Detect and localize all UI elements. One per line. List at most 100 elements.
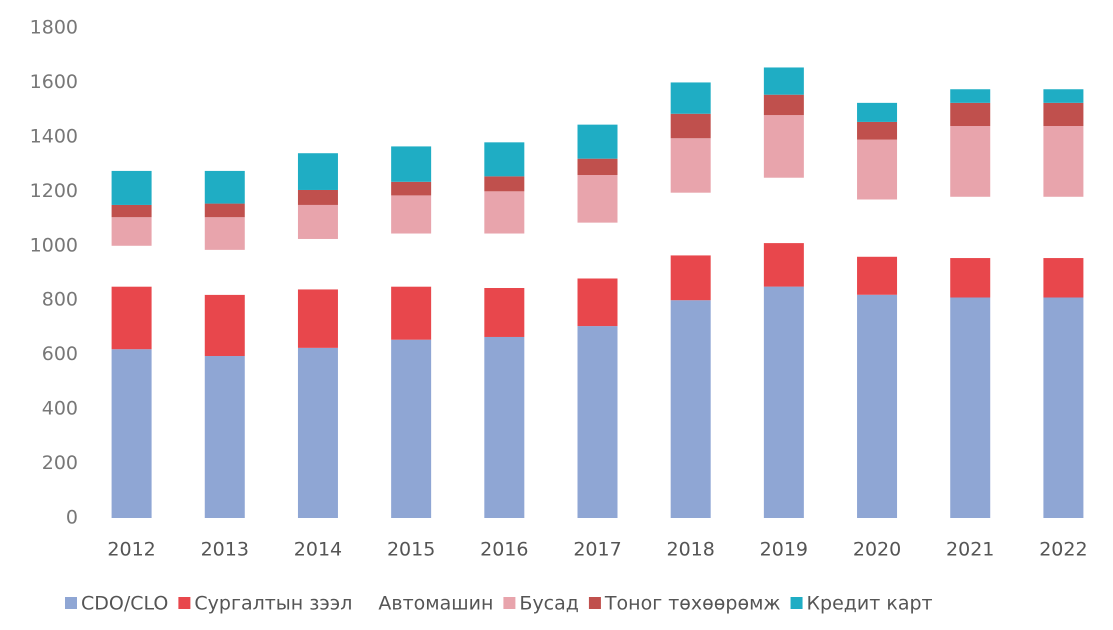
bar-segment [204,294,245,357]
legend-swatch [790,597,803,609]
bar-segment [577,175,618,223]
bar-segment [1043,196,1084,259]
bar-segment [111,170,152,205]
bar-segment [111,217,152,246]
bar-segment [950,297,991,518]
bar-segment [391,233,432,287]
bar-segment [577,158,618,175]
y-tick-label: 200 [42,452,78,474]
bar-segment [297,153,338,190]
bar-segment [950,126,991,197]
bar-segment [670,82,711,114]
bar-segment [204,170,245,204]
x-tick-label: 2021 [946,539,994,561]
x-tick-label: 2020 [853,539,901,561]
legend-label: CDO/CLO [81,593,168,615]
bar-segment [857,121,898,140]
x-tick-label: 2013 [201,539,249,561]
bar-segment [391,286,432,340]
bar-segment [391,146,432,182]
bar-segment [1043,102,1084,126]
legend-label: Кредит карт [807,593,933,615]
bar-segment [1043,126,1084,197]
bar-segment [297,347,338,518]
bar-segment [670,192,711,256]
y-tick-label: 1800 [30,17,78,39]
bar-segment [391,339,432,518]
x-tick-label: 2019 [760,539,808,561]
bar-segment [297,189,338,205]
bar-segment [670,113,711,139]
x-tick-label: 2014 [294,539,342,561]
bar-segment [950,89,991,103]
x-tick-label: 2022 [1039,539,1087,561]
y-tick-label: 0 [66,507,78,529]
bar-segment [857,102,898,122]
bar-segment [391,181,432,196]
bar-segment [1043,297,1084,518]
bar-segment [484,191,525,234]
x-tick-label: 2012 [107,539,155,561]
y-tick-label: 1600 [30,71,78,93]
x-tick-label: 2016 [480,539,528,561]
bar-segment [204,356,245,518]
legend-swatch [362,597,375,609]
legend-label: Сургалтын зээл [194,593,352,615]
y-tick-label: 800 [42,289,78,311]
bar-segment [763,94,804,116]
bar-segment [297,204,338,239]
bar-segment [484,336,525,518]
x-tick-label: 2015 [387,539,435,561]
bar-segment [484,176,525,192]
bar-segment [1043,89,1084,103]
bar-segment [111,204,152,218]
legend-swatch [588,597,601,609]
bar-segment [204,249,245,295]
bar-segment [763,286,804,518]
legend-label: Автомашин [378,593,493,615]
x-tick-label: 2018 [667,539,715,561]
y-tick-label: 600 [42,343,78,365]
bar-segment [670,255,711,301]
legend-swatch [65,597,77,609]
bar-segment [111,245,152,287]
bar-segment [857,139,898,200]
bar-segment [577,222,618,279]
bar-segment [484,233,525,288]
bar-segment [950,258,991,298]
bar-segment [670,300,711,518]
bar-segment [857,256,898,295]
bar-segment [1043,258,1084,298]
y-tick-label: 400 [42,398,78,420]
bar-segment [204,217,245,250]
bar-segment [763,177,804,244]
bar-segment [577,326,618,518]
bar-segment [670,138,711,193]
legend-swatch [178,597,191,609]
bar-segment [484,287,525,337]
bar-segment [950,102,991,126]
bar-segment [391,195,432,234]
y-tick-label: 1400 [30,125,78,147]
bar-segment [857,199,898,257]
bar-segment [763,67,804,95]
bar-segment [577,124,618,159]
bar-segment [204,203,245,218]
bar-segment [857,294,898,518]
legend-label: Тоног төхөөрөмж [604,593,781,615]
legend-swatch [503,597,516,609]
bar-segment [950,196,991,259]
bar-segment [763,243,804,287]
bar-segment [763,115,804,178]
bar-segment [577,278,618,327]
bar-segment [484,142,525,177]
y-tick-label: 1200 [30,180,78,202]
bar-segment [111,286,152,350]
y-tick-label: 1000 [30,234,78,256]
bar-segment [111,349,152,518]
bar-segment [297,238,338,290]
legend-label: Бусад [519,593,579,615]
x-tick-label: 2017 [573,539,621,561]
bar-segment [297,289,338,348]
